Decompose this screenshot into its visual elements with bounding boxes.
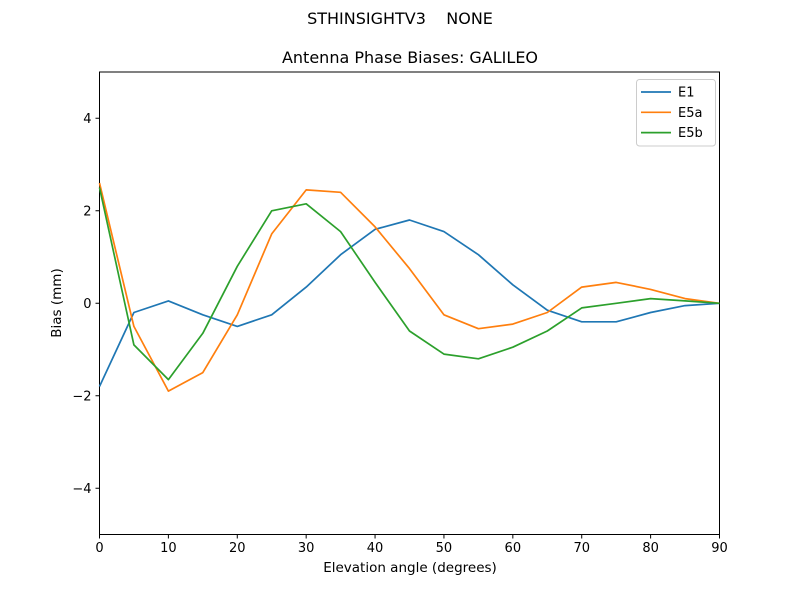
y-tick-label: 0 xyxy=(83,297,91,312)
x-tick-label: 20 xyxy=(229,541,246,556)
x-tick-label: 40 xyxy=(367,541,384,556)
x-tick-label: 0 xyxy=(95,541,103,556)
legend-box xyxy=(636,79,716,147)
series-line-e1 xyxy=(98,219,720,387)
legend-label-e1: E1 xyxy=(678,86,695,101)
x-tick-label: 50 xyxy=(436,541,453,556)
y-tick-label: 4 xyxy=(83,112,91,127)
x-tick-label: 80 xyxy=(642,541,659,556)
x-tick-label: 60 xyxy=(505,541,522,556)
figure-suptitle: STHINSIGHTV3 NONE xyxy=(307,9,493,28)
series-line-e5b xyxy=(98,187,720,381)
x-tick-label: 30 xyxy=(298,541,315,556)
x-tick-label: 70 xyxy=(573,541,590,556)
legend-label-e5b: E5b xyxy=(678,126,703,141)
legend-label-e5a: E5a xyxy=(678,106,702,121)
x-tick-label: 90 xyxy=(711,541,728,556)
series-line-e5a xyxy=(98,182,720,392)
y-tick-label: −2 xyxy=(72,389,91,404)
y-tick-label: 2 xyxy=(83,204,91,219)
x-axis-label: Elevation angle (degrees) xyxy=(323,560,497,576)
y-tick-label: −4 xyxy=(72,482,91,497)
axes-title: Antenna Phase Biases: GALILEO xyxy=(281,48,539,67)
axes-spines xyxy=(99,71,720,535)
y-axis-label: Bias (mm) xyxy=(49,268,65,338)
x-tick-label: 10 xyxy=(160,541,177,556)
